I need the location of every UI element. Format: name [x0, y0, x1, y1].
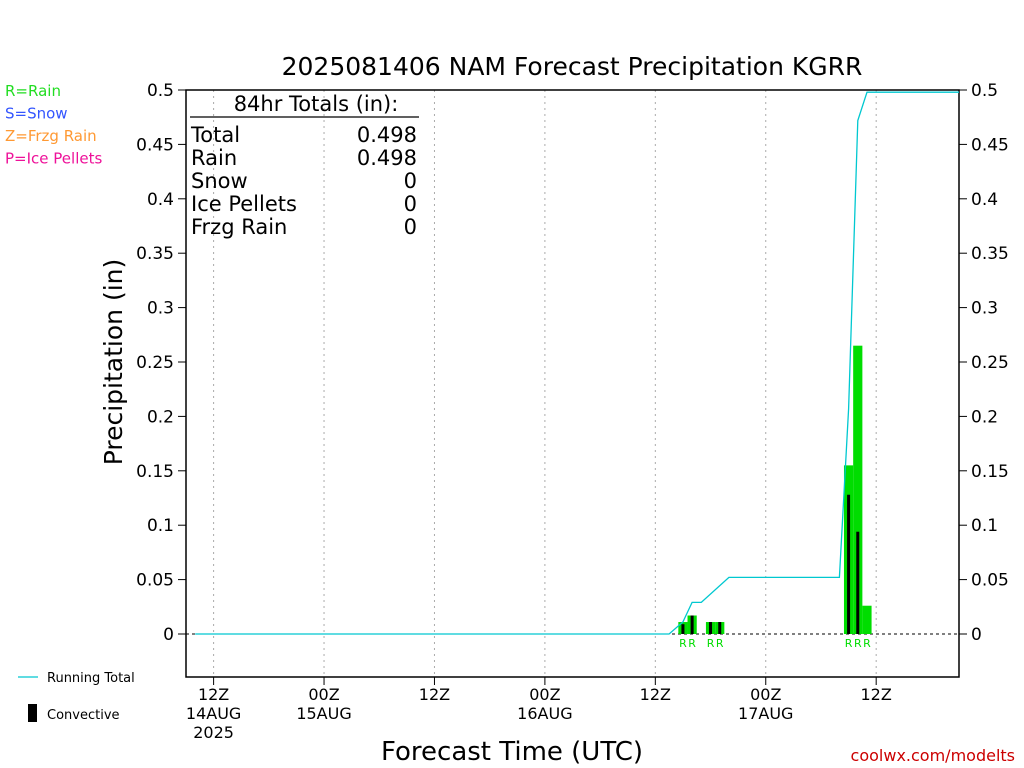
y-tick-label-left: 0.25	[136, 353, 174, 373]
precip-type-marker: R	[854, 637, 862, 650]
totals-row-label: Rain	[191, 146, 237, 170]
y-tick-label-left: 0.4	[147, 190, 174, 210]
y-tick-label-right: 0.5	[971, 81, 998, 101]
y-tick-label-left: 0.15	[136, 462, 174, 482]
convective-bar	[847, 494, 851, 634]
totals-row-label: Total	[190, 123, 240, 147]
y-tick-label-right: 0	[971, 625, 982, 645]
x-tick-label: 2025	[193, 723, 234, 742]
precip-type-legend-item: P=Ice Pellets	[5, 150, 102, 168]
x-tick-label: 12Z	[861, 685, 892, 704]
y-tick-label-left: 0.3	[147, 299, 174, 319]
precip-type-legend-item: R=Rain	[5, 82, 61, 100]
y-tick-label-right: 0.05	[971, 571, 1009, 591]
x-tick-label: 15AUG	[296, 704, 351, 723]
y-tick-label-left: 0.05	[136, 571, 174, 591]
precip-bar	[853, 345, 863, 634]
y-tick-label-right: 0.4	[971, 190, 998, 210]
x-tick-label: 00Z	[308, 685, 339, 704]
precip-type-legend-item: Z=Frzg Rain	[5, 127, 97, 145]
y-tick-label-right: 0.25	[971, 353, 1009, 373]
y-tick-label-left: 0.1	[147, 516, 174, 536]
precip-type-legend-item: S=Snow	[5, 105, 68, 123]
y-tick-label-left: 0.5	[147, 81, 174, 101]
y-tick-label-right: 0.2	[971, 407, 998, 427]
y-tick-label-right: 0.15	[971, 462, 1009, 482]
convective-bar	[681, 624, 685, 634]
y-tick-label-right: 0.3	[971, 299, 998, 319]
x-tick-label: 16AUG	[517, 704, 572, 723]
precip-type-marker: R	[679, 637, 687, 650]
precip-type-marker: R	[688, 637, 696, 650]
totals-row-value: 0.498	[357, 123, 417, 147]
precip-bar	[862, 605, 872, 634]
totals-row-value: 0	[404, 192, 417, 216]
x-tick-label: 12Z	[640, 685, 671, 704]
totals-header: 84hr Totals (in):	[234, 92, 399, 116]
totals-row-value: 0	[404, 169, 417, 193]
convective-legend-swatch	[28, 704, 37, 722]
running-total-legend-label: Running Total	[47, 671, 135, 686]
totals-row-label: Frzg Rain	[191, 215, 287, 239]
x-axis-label: Forecast Time (UTC)	[381, 737, 643, 767]
precip-type-marker: R	[845, 637, 853, 650]
y-tick-label-right: 0.35	[971, 244, 1009, 264]
y-tick-label-left: 0.2	[147, 407, 174, 427]
y-tick-label-right: 0.45	[971, 135, 1009, 155]
x-tick-label: 12Z	[198, 685, 229, 704]
plot-frame	[185, 89, 960, 678]
convective-legend-label: Convective	[47, 708, 120, 723]
y-tick-label-left: 0.35	[136, 244, 174, 264]
precip-type-marker: R	[707, 637, 715, 650]
y-tick-label-left: 0.45	[136, 135, 174, 155]
credit-text: coolwx.com/modelts	[851, 746, 1015, 765]
totals-row-value: 0	[404, 215, 417, 239]
x-tick-label: 12Z	[419, 685, 450, 704]
totals-row-label: Ice Pellets	[191, 192, 297, 216]
convective-bar	[718, 622, 722, 634]
chart-title: 2025081406 NAM Forecast Precipitation KG…	[282, 52, 863, 81]
precip-type-marker: R	[863, 637, 871, 650]
totals-row-value: 0.498	[357, 146, 417, 170]
convective-bar	[856, 531, 860, 634]
x-tick-label: 00Z	[750, 685, 781, 704]
y-tick-label-right: 0.1	[971, 516, 998, 536]
precip-type-marker: R	[716, 637, 724, 650]
running-total-line	[195, 91, 959, 635]
x-tick-label: 17AUG	[738, 704, 793, 723]
x-tick-label: 14AUG	[186, 704, 241, 723]
y-tick-label-left: 0	[163, 625, 174, 645]
convective-bar	[690, 615, 694, 634]
convective-bar	[709, 622, 713, 634]
totals-row-label: Snow	[191, 169, 248, 193]
y-axis-label: Precipitation (in)	[99, 259, 128, 466]
x-tick-label: 00Z	[529, 685, 560, 704]
